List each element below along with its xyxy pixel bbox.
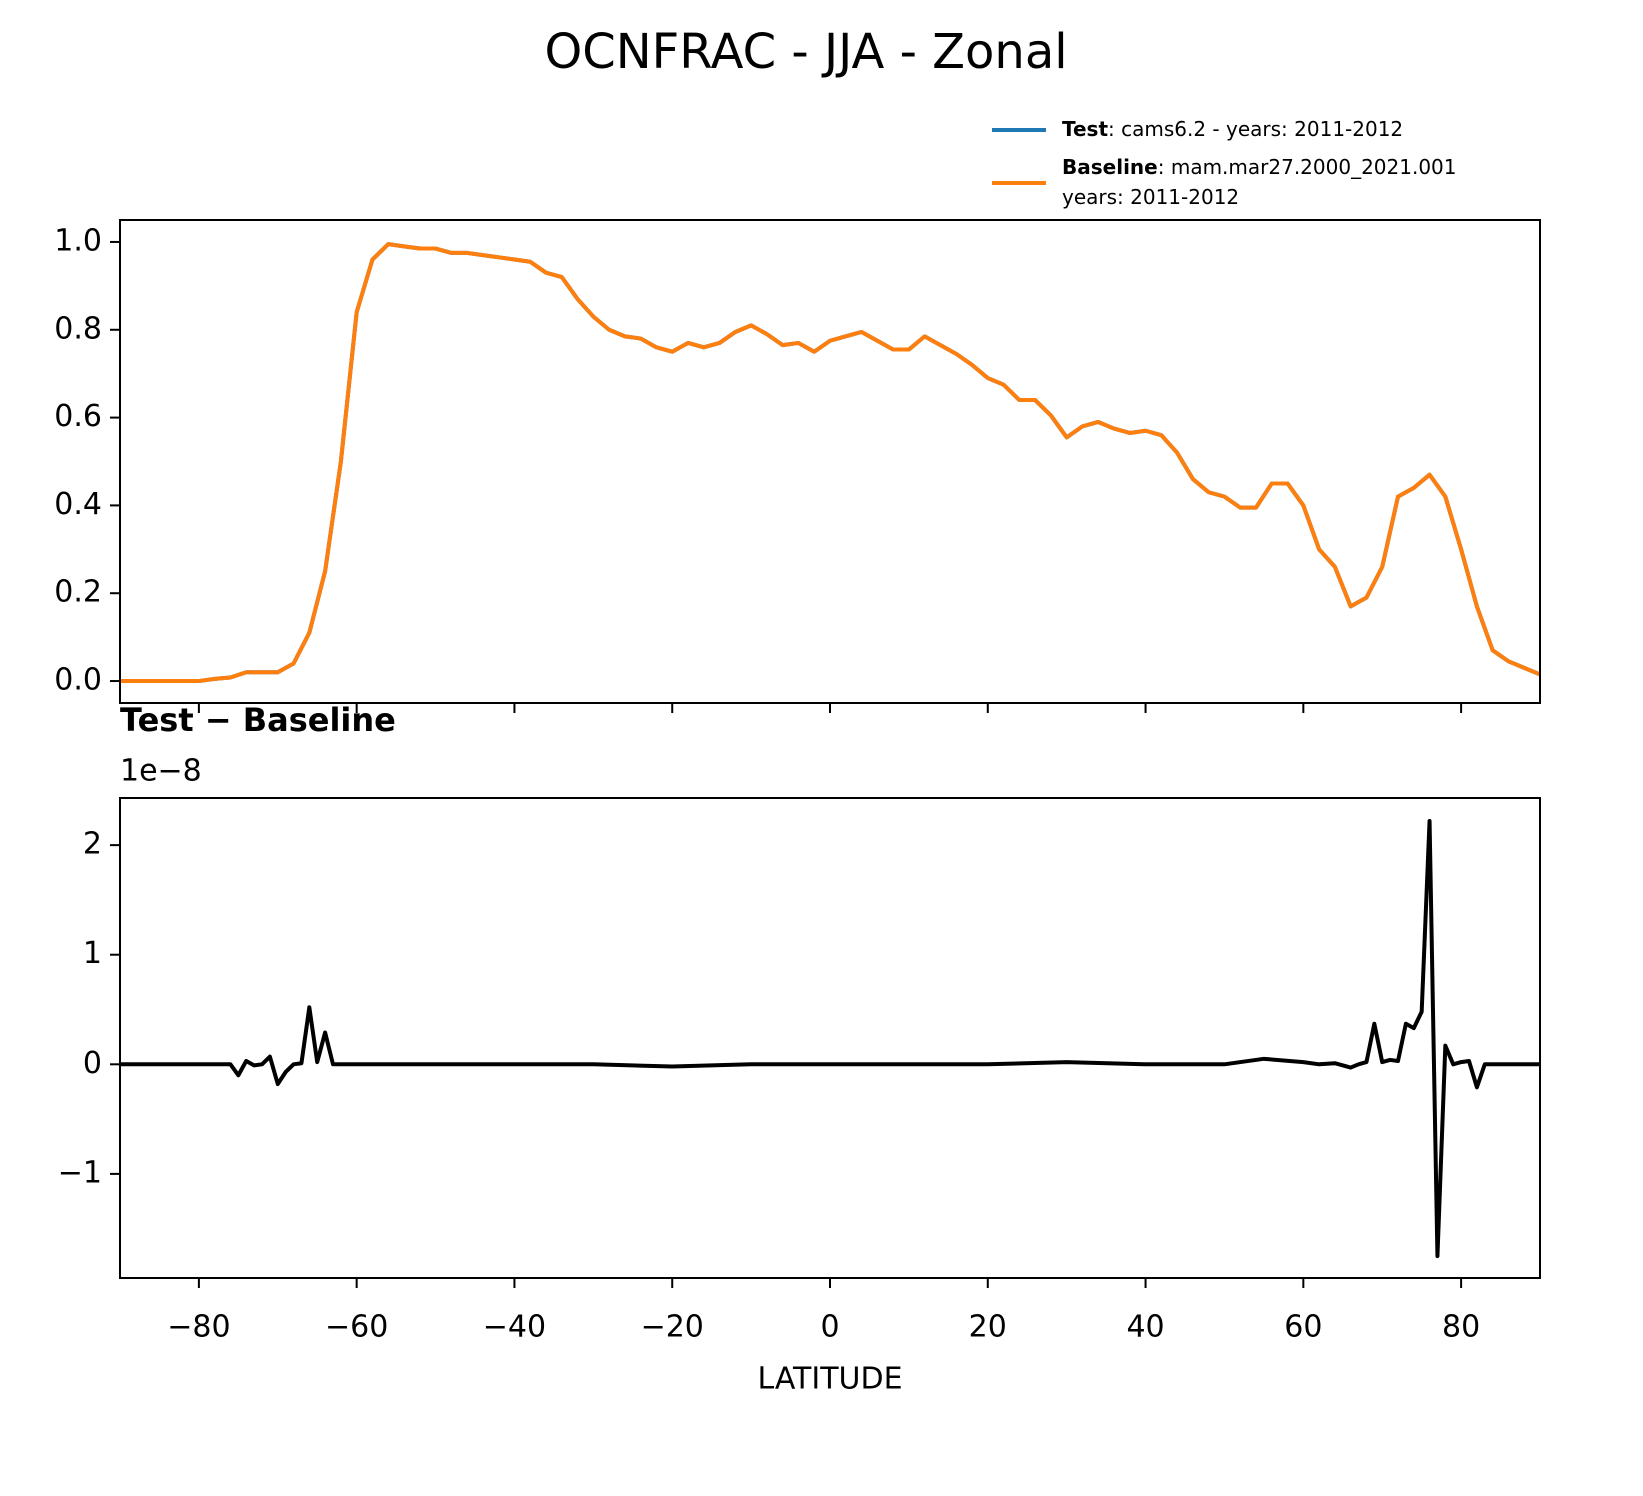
series-line xyxy=(120,242,1541,684)
y-tick-label: −1 xyxy=(58,1155,102,1190)
x-tick-label: 20 xyxy=(969,1310,1007,1345)
legend-description: : mam.mar27.2000_2021.001 xyxy=(1158,155,1457,179)
legend-name: Test xyxy=(1062,117,1108,141)
legend-label: Test: cams6.2 - years: 2011-2012 xyxy=(1062,117,1403,141)
y-tick-label: 1 xyxy=(83,936,102,971)
y-tick-label: 2 xyxy=(83,827,102,862)
x-tick-label: −20 xyxy=(641,1310,704,1345)
legend-label: years: 2011-2012 xyxy=(1062,185,1239,209)
legend-description: : cams6.2 - years: 2011-2012 xyxy=(1108,117,1403,141)
figure-title: OCNFRAC - JJA - Zonal xyxy=(544,24,1067,80)
x-tick-label: −60 xyxy=(325,1310,388,1345)
y-tick-label: 0.2 xyxy=(54,575,102,610)
legend-label: Baseline: mam.mar27.2000_2021.001 xyxy=(1062,155,1457,179)
series-line xyxy=(120,819,1540,1259)
offset-text: 1e−8 xyxy=(120,754,202,789)
x-tick-label: 80 xyxy=(1442,1310,1480,1345)
legend-name: Baseline xyxy=(1062,155,1158,179)
y-tick-label: 0.4 xyxy=(54,487,102,522)
x-tick-label: 40 xyxy=(1126,1310,1164,1345)
x-tick-label: 0 xyxy=(820,1310,839,1345)
x-tick-label: 60 xyxy=(1284,1310,1322,1345)
axes-title: Test − Baseline xyxy=(120,701,396,739)
x-axis-label: LATITUDE xyxy=(757,1362,902,1397)
y-tick-label: 1.0 xyxy=(54,223,102,258)
y-tick-label: 0.6 xyxy=(54,399,102,434)
y-tick-label: 0.8 xyxy=(54,311,102,346)
x-tick-label: −80 xyxy=(167,1310,230,1345)
y-tick-label: 0 xyxy=(83,1046,102,1081)
y-tick-label: 0.0 xyxy=(54,663,102,698)
x-tick-label: −40 xyxy=(483,1310,546,1345)
legend-description: years: 2011-2012 xyxy=(1062,185,1239,209)
